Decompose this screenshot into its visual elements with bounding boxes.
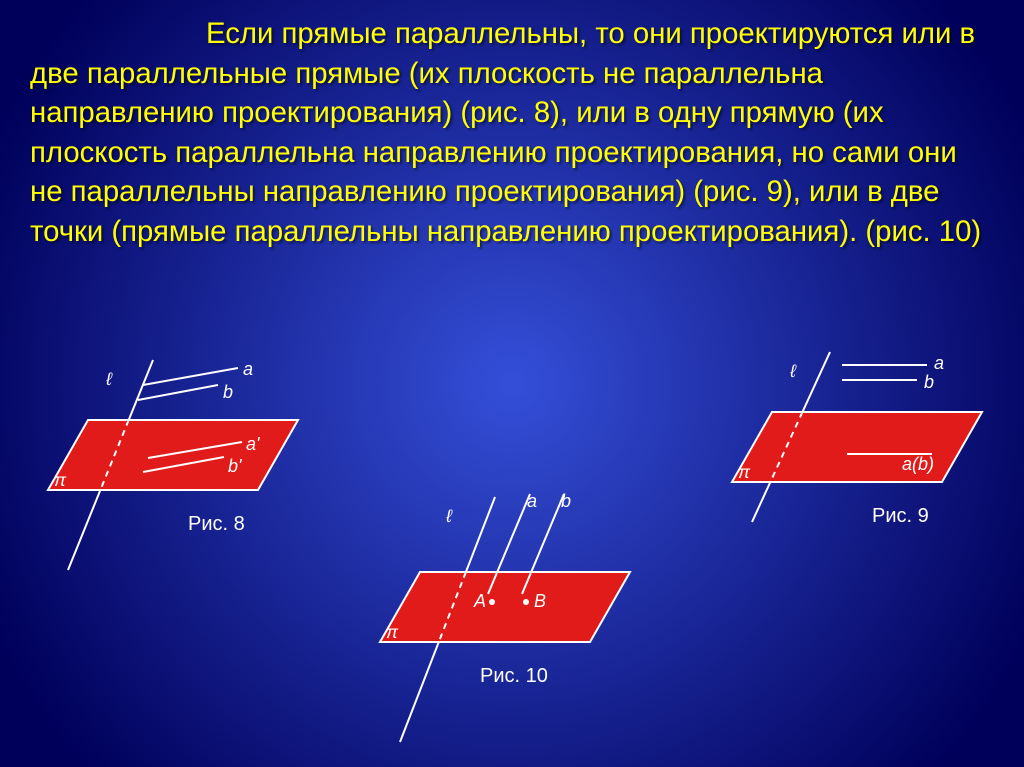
caption-9: Рис. 9 xyxy=(872,505,929,527)
label-pi-10: π xyxy=(386,622,399,642)
plane-8 xyxy=(48,420,298,490)
label-pi-9: π xyxy=(738,462,751,482)
point-B-10 xyxy=(523,599,529,605)
line-l-8-above xyxy=(129,360,153,420)
main-paragraph: Если прямые параллельны, то они проектир… xyxy=(30,14,990,251)
label-bprime-8: b' xyxy=(228,456,242,476)
line-l-10-below xyxy=(400,642,439,742)
label-a-10: a xyxy=(527,491,537,511)
line-l-8-below xyxy=(68,490,100,570)
label-b-8: b xyxy=(223,382,233,402)
label-ab-9: a(b) xyxy=(902,454,934,474)
main-paragraph-text: Если прямые параллельны, то они проектир… xyxy=(30,17,981,248)
caption-8: Рис. 8 xyxy=(188,513,245,535)
label-aprime-8: a' xyxy=(246,434,260,454)
label-l-9: ℓ xyxy=(789,361,797,381)
label-A-10: A xyxy=(473,591,486,611)
figure-9: ℓ ab a(b) π Рис. 9 xyxy=(702,342,1012,570)
point-A-10 xyxy=(489,599,495,605)
label-l-10: ℓ xyxy=(445,506,453,526)
label-pi-8: π xyxy=(54,470,67,490)
figure-10: ℓ a b A Bπ Рис. 10 xyxy=(350,482,670,752)
label-b-10: b xyxy=(561,491,571,511)
plane-9 xyxy=(732,412,982,482)
label-a-9: a xyxy=(934,353,944,373)
line-l-9-above xyxy=(802,352,830,412)
label-l-8: ℓ xyxy=(105,369,113,389)
caption-10: Рис. 10 xyxy=(480,665,548,687)
plane-10 xyxy=(380,572,630,642)
label-b-9: b xyxy=(924,372,934,392)
line-b-8 xyxy=(138,385,218,400)
label-B-10: B xyxy=(534,591,546,611)
line-l-9-below xyxy=(752,482,770,522)
label-a-8: a xyxy=(243,359,253,379)
line-l-10-above xyxy=(466,497,495,572)
figure-8: ℓ ab a'b' π Рис. 8 xyxy=(18,350,328,600)
